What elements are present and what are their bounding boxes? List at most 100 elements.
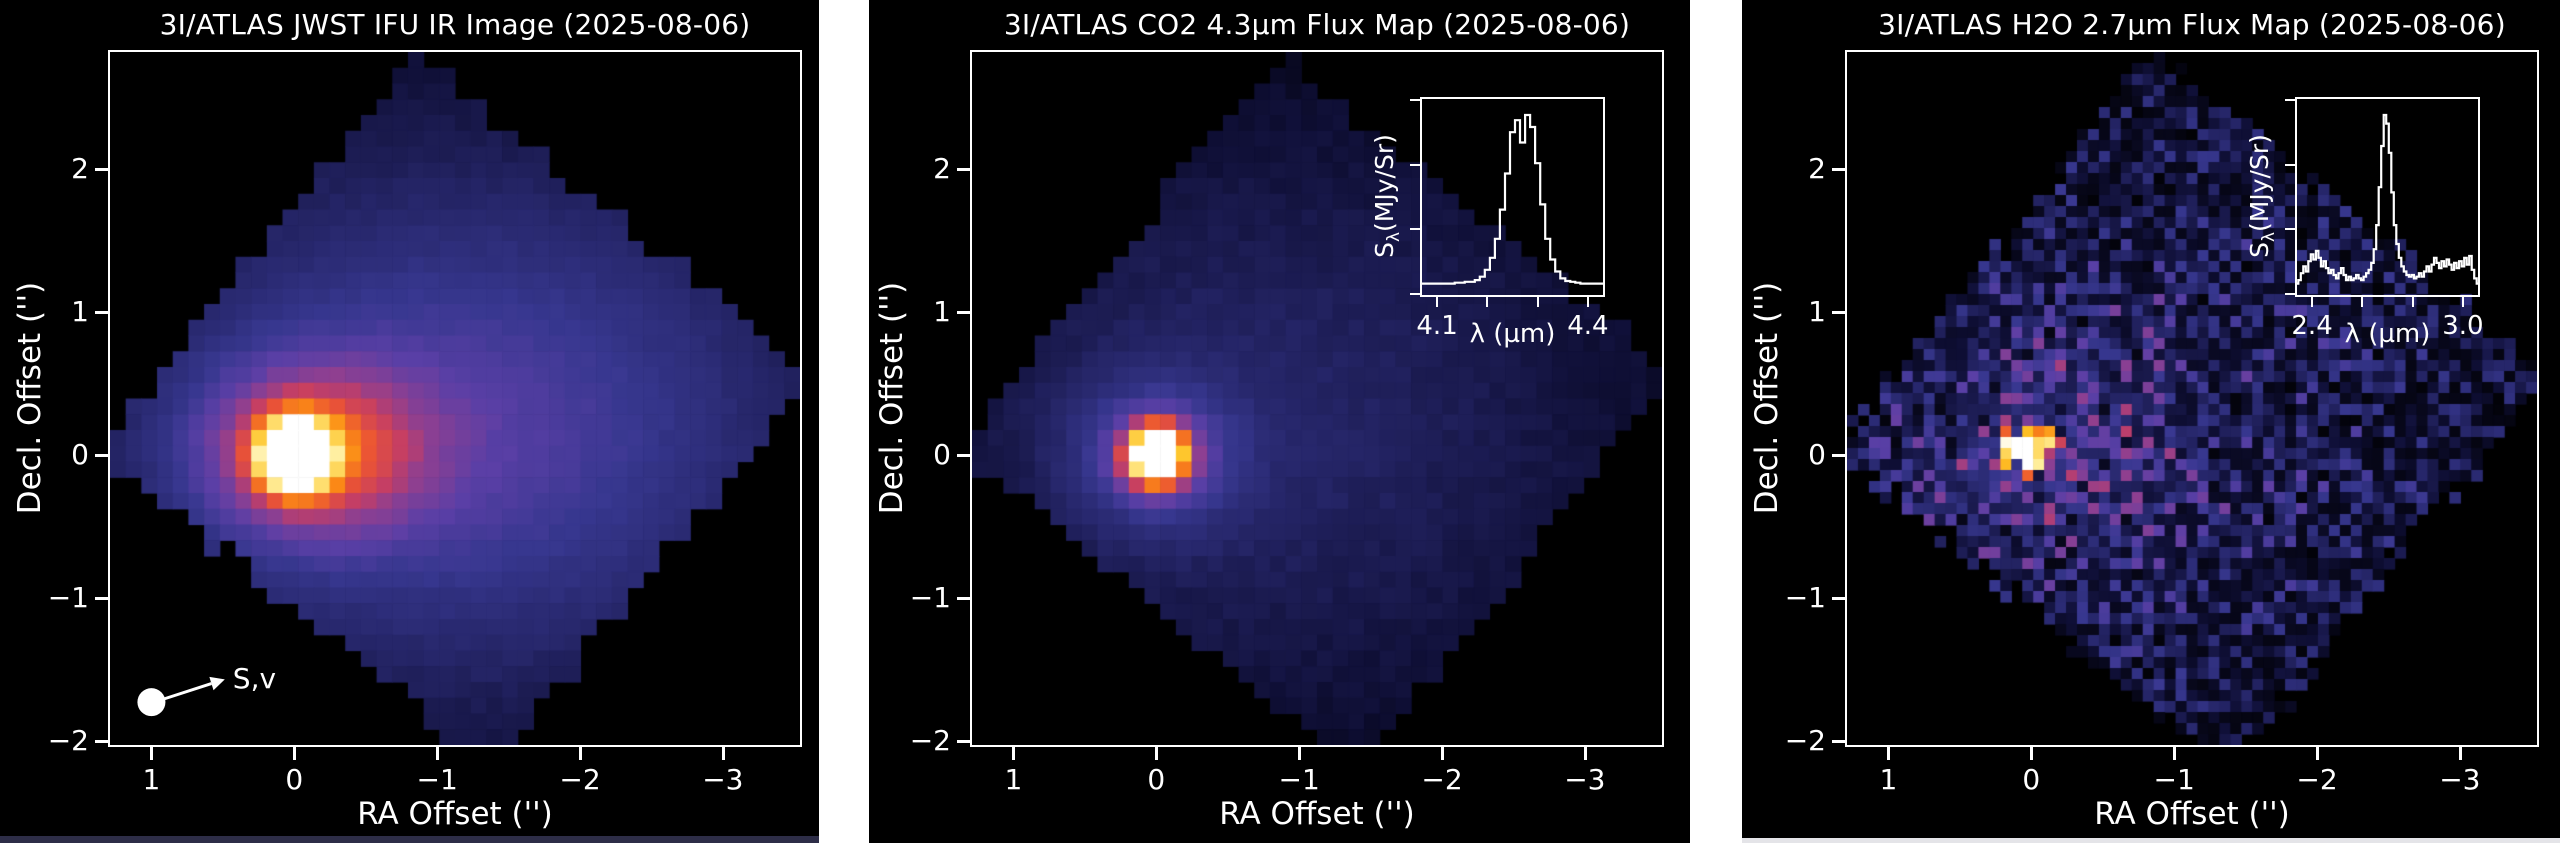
x-tick — [1012, 747, 1016, 760]
y-tick-label: 0 — [933, 437, 951, 471]
inset-ylabel-main: S — [1370, 242, 1399, 258]
x-tick — [1155, 747, 1159, 760]
x-tick — [721, 747, 725, 760]
y-tick-label: −2 — [47, 723, 89, 757]
inset-y-tick — [2285, 99, 2295, 101]
x-axis-label: RA Offset ('') — [2094, 796, 2290, 832]
x-tick — [2030, 747, 2034, 760]
x-tick-label: −3 — [702, 763, 744, 796]
inset-ylabel-rest: (MJy/Sr) — [2245, 134, 2274, 232]
y-tick — [1832, 168, 1845, 172]
inset-x-tick-label: 4.4 — [1567, 311, 1609, 341]
inset-x-tick — [1586, 297, 1589, 307]
y-tick-label: 2 — [933, 152, 951, 186]
inset-y-tick — [2285, 163, 2295, 166]
x-tick-label: −3 — [2439, 763, 2481, 796]
inset-x-tick — [2311, 297, 2314, 307]
panel-title: 3I/ATLAS H2O 2.7µm Flux Map (2025-08-06) — [1878, 8, 2506, 41]
y-tick-label: 1 — [71, 295, 89, 329]
x-tick-label: −2 — [2296, 763, 2338, 796]
y-tick-label: 1 — [1808, 295, 1826, 329]
y-tick-label: −2 — [909, 723, 951, 757]
inset-ylabel-sub: λ — [1384, 231, 1404, 243]
inset-y-tick — [1410, 293, 1420, 295]
x-tick-label: −3 — [1564, 763, 1606, 796]
inset-ylabel-rest: (MJy/Sr) — [1370, 134, 1399, 232]
y-tick-label: 1 — [933, 295, 951, 329]
x-tick — [1441, 747, 1444, 760]
y-axis-label: Decl. Offset ('') — [1749, 281, 1785, 515]
x-tick-label: 0 — [2022, 763, 2041, 796]
bottom-edge-strip-left — [0, 836, 819, 843]
y-axis-label: Decl. Offset ('') — [874, 281, 910, 515]
flux-map-canvas — [972, 52, 1662, 745]
y-tick — [95, 311, 108, 315]
y-tick — [957, 596, 970, 600]
spectrum-line-plot — [2297, 113, 2478, 285]
y-tick — [95, 739, 108, 743]
x-tick-label: 0 — [1147, 763, 1166, 796]
y-axis-label: Decl. Offset ('') — [12, 281, 48, 515]
x-tick — [1583, 747, 1587, 760]
flux-map-canvas — [1847, 52, 2537, 745]
inset-x-tick — [2411, 297, 2414, 307]
y-tick — [1832, 453, 1845, 457]
x-tick — [579, 747, 582, 760]
spectrum-line-plot — [1422, 113, 1603, 285]
x-tick — [150, 747, 154, 760]
inset-y-tick — [1410, 163, 1420, 166]
inset-y-tick — [1410, 228, 1420, 231]
inset-y-axis-label: Sλ(MJy/Sr) — [2245, 81, 2279, 311]
inset-y-tick — [2285, 293, 2295, 295]
spectrum-line — [2297, 113, 2478, 285]
y-tick — [1832, 311, 1845, 315]
inset-spectrum-box — [2295, 97, 2480, 297]
inset-x-tick — [2461, 297, 2464, 307]
inset-spectrum-box — [1420, 97, 1605, 297]
y-tick — [1832, 739, 1845, 743]
y-tick — [957, 739, 970, 743]
panel-gutter-1 — [819, 0, 869, 843]
inset-x-tick-label: 3.0 — [2442, 311, 2484, 341]
y-tick — [95, 453, 108, 457]
inset-y-tick — [2285, 228, 2295, 231]
x-tick-label: −2 — [1421, 763, 1463, 796]
inset-x-axis-label: λ (µm) — [1469, 319, 1556, 349]
x-tick-label: −1 — [1278, 763, 1320, 796]
x-tick — [436, 747, 440, 760]
inset-x-tick — [1436, 297, 1439, 307]
y-tick-label: −1 — [47, 580, 89, 614]
x-tick — [2316, 747, 2319, 760]
x-tick-label: 1 — [1004, 763, 1023, 796]
x-tick-label: −1 — [2153, 763, 2195, 796]
inset-x-tick-label: 4.1 — [1416, 311, 1458, 341]
inset-y-tick — [1410, 99, 1420, 101]
y-tick — [957, 311, 970, 315]
y-tick-label: 0 — [71, 437, 89, 471]
y-tick-label: 2 — [71, 152, 89, 186]
x-tick — [1298, 747, 1302, 760]
y-tick-label: −1 — [1784, 580, 1826, 614]
inset-x-tick-label: 2.4 — [2291, 311, 2333, 341]
y-tick-label: −2 — [1784, 723, 1826, 757]
inset-x-tick — [2361, 297, 2364, 307]
y-tick-label: 2 — [1808, 152, 1826, 186]
x-tick — [2458, 747, 2462, 760]
x-tick-label: 1 — [142, 763, 161, 796]
inset-y-axis-label: Sλ(MJy/Sr) — [1370, 81, 1404, 311]
inset-ylabel-main: S — [2245, 242, 2274, 258]
sun-velocity-label: S,v — [232, 662, 277, 696]
bottom-edge-strip-right — [1742, 838, 2560, 843]
x-tick — [293, 747, 297, 760]
y-tick — [1832, 596, 1845, 600]
x-tick-label: 1 — [1879, 763, 1898, 796]
x-axis-label: RA Offset ('') — [357, 796, 553, 832]
flux-map-canvas — [110, 52, 800, 745]
panel-title: 3I/ATLAS CO2 4.3µm Flux Map (2025-08-06) — [1003, 8, 1631, 41]
y-tick — [957, 168, 970, 172]
y-tick-label: 0 — [1808, 437, 1826, 471]
y-tick — [95, 168, 108, 172]
inset-ylabel-sub: λ — [2259, 231, 2279, 243]
x-tick-label: −2 — [559, 763, 601, 796]
